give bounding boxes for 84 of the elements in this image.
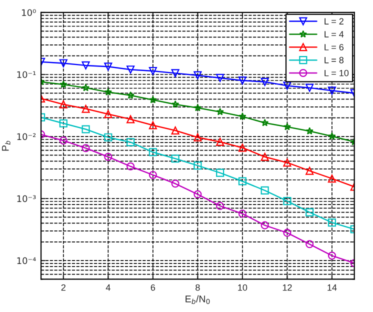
point (328, 132, 336, 140)
point (82, 104, 90, 113)
point (148, 170, 157, 179)
x-tick-label: 8 (196, 284, 200, 291)
point (306, 166, 314, 175)
x-tick-label: 12 (282, 284, 292, 291)
point (306, 127, 314, 135)
x-tick-label: 4 (106, 284, 110, 291)
point (82, 144, 90, 152)
y-tick-label: 10⁻⁴ (17, 257, 36, 264)
point (104, 62, 112, 71)
point (238, 177, 246, 186)
x-axis-title: E$_{b}$/N$_{0}$ (186, 295, 210, 304)
point (260, 186, 269, 194)
y-axis-title: P$_{b}$ (2, 140, 10, 151)
point (194, 162, 202, 170)
point (104, 110, 112, 118)
point (104, 88, 112, 96)
point (82, 125, 90, 134)
point (216, 168, 224, 177)
point (306, 84, 314, 92)
x-tick-label: 10 (238, 284, 248, 291)
point (148, 121, 157, 130)
point (260, 221, 269, 230)
point (260, 152, 269, 161)
x-tick-label: 2 (61, 284, 66, 291)
y-tick-label: 10⁻³ (17, 195, 36, 202)
point (283, 228, 292, 237)
legend-label: L = 6 (324, 44, 344, 50)
point (216, 138, 224, 146)
point (104, 152, 112, 161)
point (194, 71, 202, 80)
point (82, 61, 90, 70)
point (216, 108, 224, 116)
y-tick-label: 10⁻² (17, 133, 36, 140)
point (171, 100, 180, 108)
point (126, 66, 135, 74)
point (126, 91, 134, 99)
point (238, 76, 246, 85)
point (194, 104, 202, 112)
point (194, 190, 202, 198)
point (238, 144, 246, 152)
point (171, 180, 180, 188)
point (283, 197, 292, 206)
point (104, 133, 112, 142)
legend-label: L = 2 (324, 18, 344, 24)
point (306, 208, 314, 216)
legend-label: L = 4 (324, 31, 344, 38)
x-tick-label: 14 (328, 284, 337, 291)
point (149, 96, 157, 104)
y-tick-label: 10⁰ (22, 9, 36, 16)
point (216, 202, 224, 210)
point (171, 154, 180, 163)
point (238, 112, 246, 120)
point (59, 136, 68, 145)
point (216, 74, 224, 82)
point (328, 218, 336, 227)
point (126, 115, 135, 124)
point (194, 133, 202, 142)
point (171, 69, 180, 78)
point (260, 78, 269, 86)
point (60, 80, 68, 88)
point (126, 138, 135, 146)
point (59, 119, 68, 128)
point (59, 100, 68, 108)
legend-label: L = 10 (324, 70, 349, 76)
point (59, 59, 68, 68)
point (328, 252, 336, 260)
y-tick-label: 10⁻¹ (17, 71, 36, 78)
point (328, 86, 336, 95)
point (82, 84, 90, 92)
point (283, 158, 292, 167)
point (126, 162, 135, 170)
point (260, 118, 269, 126)
point (238, 210, 246, 218)
point (148, 66, 157, 75)
point (306, 240, 314, 248)
point (148, 148, 157, 156)
point (283, 122, 292, 130)
point (171, 126, 180, 135)
legend-label: L = 8 (324, 56, 344, 64)
point (283, 82, 292, 90)
point (328, 174, 336, 183)
x-tick-label: 6 (150, 284, 156, 291)
